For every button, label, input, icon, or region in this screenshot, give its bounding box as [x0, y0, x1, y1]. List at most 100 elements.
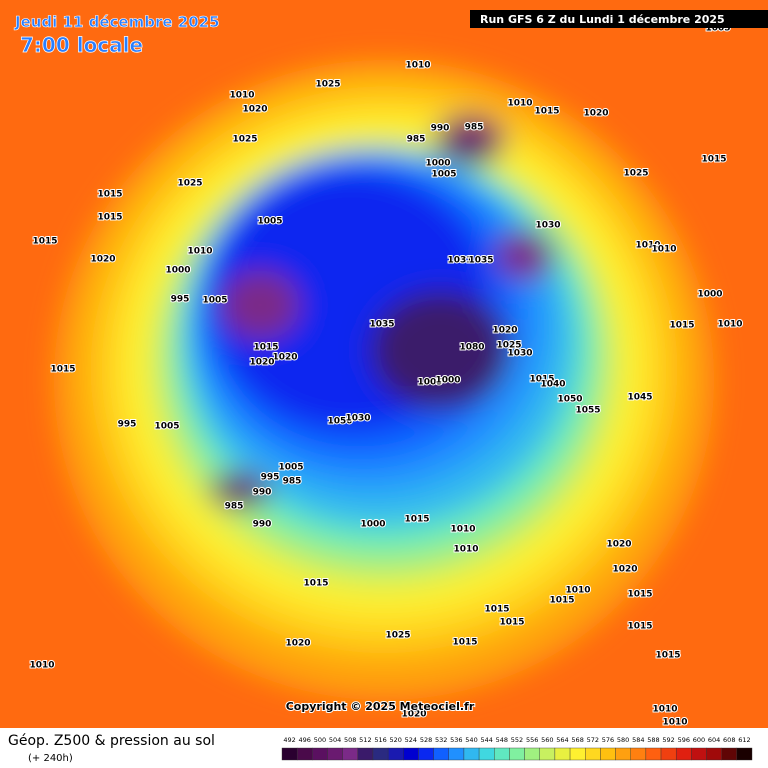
isobar-label: 1010	[453, 545, 478, 555]
colorbar-swatch	[448, 747, 465, 761]
colorbar-label: 516	[374, 736, 386, 744]
isobar-label: 1005	[257, 217, 282, 227]
isobar-label: 985	[465, 123, 484, 133]
colorbar-swatch	[569, 747, 586, 761]
colorbar-swatch	[463, 747, 480, 761]
colorbar-swatch	[721, 747, 738, 761]
colorbar-label: 508	[344, 736, 356, 744]
isobar-label: 1050	[327, 417, 352, 427]
isobar-label: 1040	[540, 380, 565, 390]
run-info: Run GFS 6 Z du Lundi 1 décembre 2025	[480, 13, 725, 26]
isobar-label: 1010	[717, 320, 742, 330]
colorbar-label: 528	[420, 736, 432, 744]
field-band	[220, 270, 300, 340]
colorbar-swatch	[357, 747, 374, 761]
colorbar-label: 504	[329, 736, 341, 744]
colorbar-swatch	[660, 747, 677, 761]
colorbar-swatch	[615, 747, 631, 761]
colorbar-swatch	[600, 747, 616, 761]
colorbar-label: 608	[723, 736, 735, 744]
isobar-label: 1010	[229, 91, 254, 101]
geopotential-field	[54, 60, 714, 700]
isobar-label: 985	[283, 477, 302, 487]
isobar-label: 1030	[535, 221, 560, 231]
colorbar-label: 552	[511, 736, 523, 744]
colorbar-swatch	[494, 747, 510, 761]
isobar-label: 1015	[529, 375, 554, 385]
isobar-label: 1020	[492, 326, 517, 336]
isobar-label: 1000	[165, 266, 190, 276]
isobar-label: 1055	[575, 406, 600, 416]
colorbar-label: 512	[359, 736, 371, 744]
isobar-label: 1020	[242, 105, 267, 115]
isobar-label: 1015	[97, 190, 122, 200]
colorbar-swatch	[403, 747, 419, 761]
colorbar-label: 564	[556, 736, 568, 744]
isobar-label: 1010	[652, 705, 677, 715]
colorbar-swatch	[433, 747, 449, 761]
colorbar-swatch	[281, 747, 298, 761]
colorbar-label: 548	[496, 736, 508, 744]
isobar-label: 1005	[431, 170, 456, 180]
isobar-label: 1005	[202, 296, 227, 306]
isobar-label: 1020	[583, 109, 608, 119]
isobar-label: 1025	[177, 179, 202, 189]
colorbar-label: 556	[526, 736, 538, 744]
isobar-label: 1010	[662, 718, 687, 728]
isobar-label: 1015	[534, 107, 559, 117]
colorbar-swatch	[554, 747, 571, 761]
date: Jeudi 11 décembre 2025	[14, 13, 220, 31]
isobar-label: 1015	[627, 590, 652, 600]
isobar-label: 1020	[285, 639, 310, 649]
colorbar-swatch	[675, 747, 692, 761]
isobar-label: 1015	[669, 321, 694, 331]
colorbar-swatch	[342, 747, 359, 761]
colorbar-label: 560	[541, 736, 553, 744]
isobar-label: 1000	[360, 520, 385, 530]
isobar-label: 1020	[249, 358, 274, 368]
isobar-label: 1010	[187, 247, 212, 257]
isobar-label: 1030	[345, 414, 370, 424]
isobar-label: 1010	[635, 241, 660, 251]
isobar-label: 1010	[405, 61, 430, 71]
isobar-label: 985	[407, 135, 426, 145]
isobar-label: 990	[431, 124, 450, 134]
time: 7:00 locale	[20, 33, 143, 57]
isobar-label: 995	[171, 295, 190, 305]
isobar-label: 1015	[50, 365, 75, 375]
isobar-label: 1015	[655, 651, 680, 661]
colorbar-swatch	[327, 747, 343, 761]
isobar-labels: 1010 1010 1025 1020 1025 1025 1015 1015 1015 1020…	[28, 23, 743, 729]
isobar-label: 1025	[385, 631, 410, 641]
isobar-label: 1015	[303, 579, 328, 589]
colorbar-swatch	[312, 747, 328, 761]
isobar-label: 1015	[452, 638, 477, 648]
isobar-label: 1035	[468, 256, 493, 266]
isobar-label: 1015	[484, 605, 509, 615]
isobar-label: 990	[253, 520, 272, 530]
run-box	[470, 10, 768, 28]
colorbar-swatch	[736, 747, 753, 761]
isobar-label: 1045	[627, 393, 652, 403]
colorbar-swatch	[585, 747, 601, 761]
colorbar-swatch	[645, 747, 662, 761]
isobar-label: 1031	[447, 256, 472, 266]
colorbar-label: 576	[602, 736, 614, 744]
footer-subtitle: (+ 240h)	[28, 753, 73, 764]
isobar-label: 985	[225, 502, 244, 512]
colorbar-swatch	[387, 747, 404, 761]
isobar-label: 1025	[232, 135, 257, 145]
isobar-label: 1015	[253, 343, 278, 353]
colorbar-label: 532	[435, 736, 447, 744]
isobar-label: 1010	[565, 586, 590, 596]
isobar-label: 995	[261, 473, 280, 483]
colorbar-swatch	[372, 747, 389, 761]
isobar-label: 1025	[623, 169, 648, 179]
colorbar-label: 544	[480, 736, 492, 744]
isobar-label: 990	[253, 488, 272, 498]
colorbar-swatch	[418, 747, 434, 761]
isobar-label: 1020	[606, 540, 631, 550]
isobar-label: 1000	[425, 159, 450, 169]
